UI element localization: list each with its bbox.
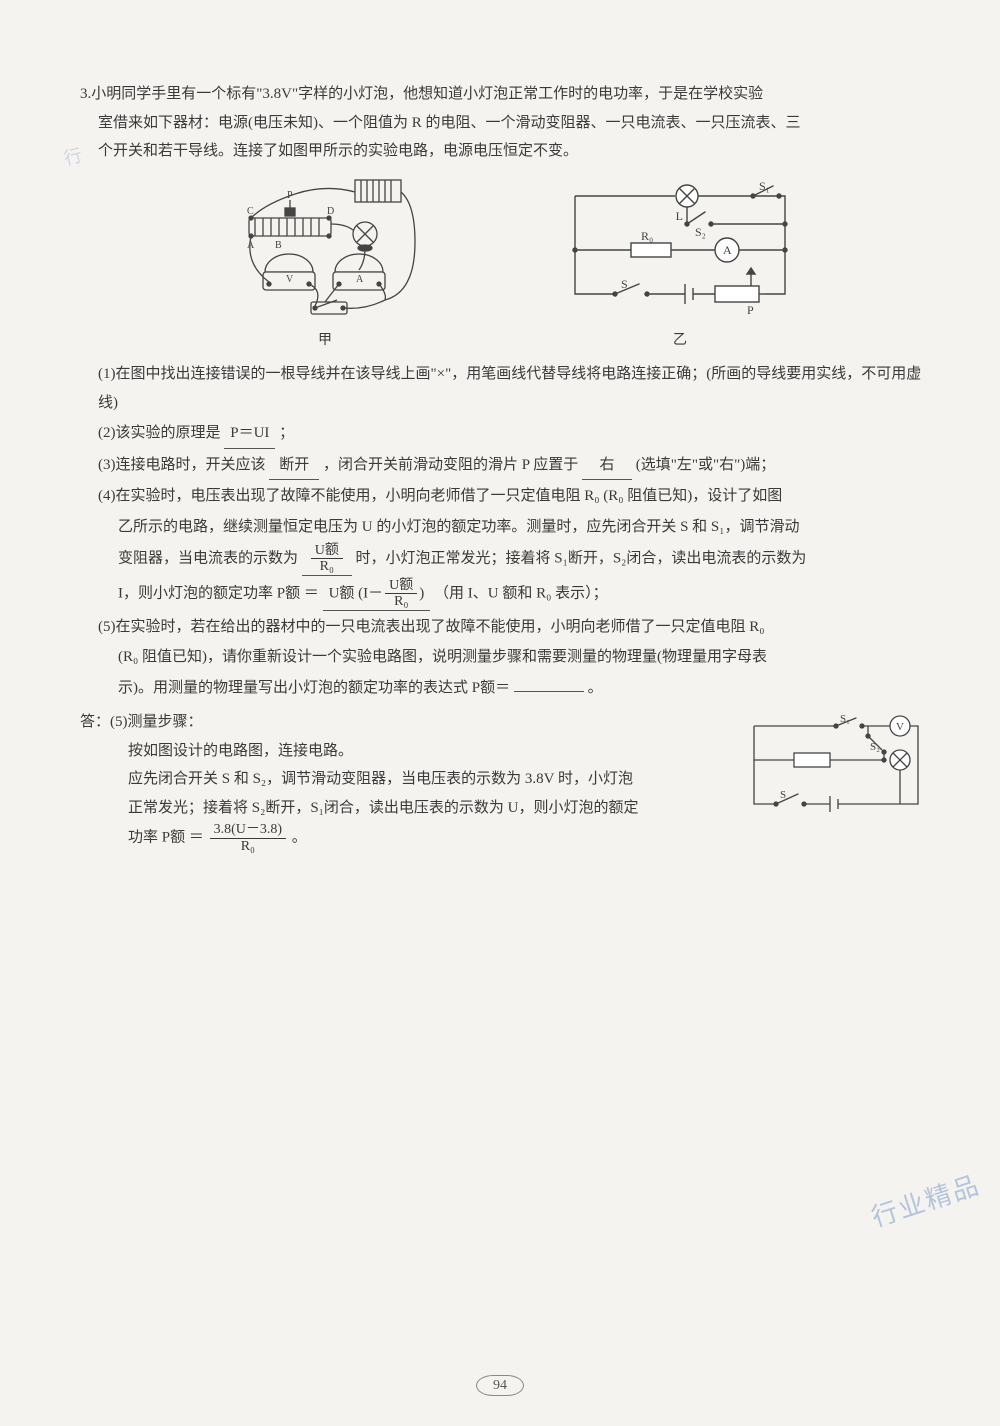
answer-l4-pre: 功率 P额 ＝ (128, 829, 204, 845)
label-S1: S₁ (759, 179, 770, 193)
answer-l4-frac: 3.8(U－3.8) R₀ (210, 822, 286, 854)
part-5c: 示)。用测量的物理量写出小灯泡的额定功率的表达式 P额＝ 。 (118, 674, 940, 703)
circuit-jia-svg: C D P A B V A (215, 174, 435, 324)
label-R0: R₀ (641, 229, 653, 243)
label-P: P (287, 190, 293, 201)
p3-mid: ，闭合开关前滑动变阻的滑片 P 应置于 (323, 457, 578, 473)
p3-blank2: 右 (582, 451, 632, 481)
p4c-frac-den: R₀ (316, 559, 338, 574)
ans-label-V: V (896, 721, 904, 733)
p2-post: ； (279, 425, 294, 441)
label-S: S (621, 277, 628, 291)
question-stem: 3.小明同学手里有一个标有"3.8V"字样的小灯泡，他想知道小灯泡正常工作时的电… (80, 80, 940, 109)
p3-blank1: 断开 (269, 451, 319, 481)
circuit-yi-svg: L S₁ S₂ R₀ A S P (555, 174, 805, 324)
diagram-row: C D P A B V A 甲 (80, 174, 940, 355)
p5c-post: 。 (588, 680, 603, 696)
label-V: V (286, 274, 294, 285)
p3-post: (选填"左"或"右")端； (636, 457, 775, 473)
p3-pre: (3)连接电路时，开关应该 (98, 457, 266, 473)
part-4b: 乙所示的电路，继续测量恒定电压为 U 的小灯泡的额定功率。测量时，应先闭合开关 … (118, 513, 940, 542)
answer-l4-den: R₀ (237, 839, 259, 854)
label-A: A (723, 243, 732, 257)
label-B: B (275, 240, 282, 251)
part-2: (2)该实验的原理是 P＝UI ； (98, 419, 940, 449)
p2-blank: P＝UI (224, 419, 275, 449)
watermark-small: 行 (60, 138, 86, 176)
p4d-blank: U额 (I－ U额 R₀ ) (323, 578, 431, 611)
diagram-yi: L S₁ S₂ R₀ A S P 乙 (555, 174, 805, 355)
part-3: (3)连接电路时，开关应该 断开 ，闭合开关前滑动变阻的滑片 P 应置于 右 (… (98, 451, 940, 481)
ans-label-S2: S₂ (870, 741, 880, 753)
ans-label-S: S (780, 789, 786, 801)
part-4d: I，则小灯泡的额定功率 P额 ＝ U额 (I－ U额 R₀ ) （用 I、U 额… (118, 578, 940, 611)
part-5b: (R₀ 阻值已知)，请你重新设计一个实验电路图，说明测量步骤和需要测量的物理量(… (118, 643, 940, 672)
label-D: D (327, 206, 334, 217)
stem-line1: 小明同学手里有一个标有"3.8V"字样的小灯泡，他想知道小灯泡正常工作时的电功率… (91, 86, 763, 102)
page-number-container: 94 (476, 1371, 524, 1400)
label-A: A (247, 240, 255, 251)
answer-l4-post: 。 (292, 829, 307, 845)
p4d-ans-post: ) (419, 585, 424, 601)
answer-block: S₁ S₂ V S 答：(5)测量步骤： 按如图设计的电路图，连接电路。 应先闭… (80, 708, 940, 854)
p2-pre: (2)该实验的原理是 (98, 425, 221, 441)
p4c-blank: U额 R₀ (302, 543, 352, 576)
part-1: (1)在图中找出连接错误的一根导线并在该导线上画"×"，用笔画线代替导线将电路连… (98, 360, 940, 417)
diagram-jia: C D P A B V A 甲 (215, 174, 435, 355)
part-4c: 变阻器，当电流表的示数为 U额 R₀ 时，小灯泡正常发光；接着将 S₁断开，S₂… (118, 543, 940, 576)
answer-l4-num: 3.8(U－3.8) (210, 822, 286, 838)
ans-label-S1: S₁ (840, 713, 850, 725)
p4c-mid: 时，小灯泡正常发光；接着将 S₁断开，S₂闭合，读出电流表的示数为 (356, 550, 807, 566)
label-C: C (247, 206, 254, 217)
diagram-jia-label: 甲 (215, 328, 435, 355)
stem-line3: 个开关和若干导线。连接了如图甲所示的实验电路，电源电压恒定不变。 (98, 137, 940, 166)
answer-circuit-svg: S₁ S₂ V S (740, 712, 930, 822)
p4d-tail: （用 I、U 额和 R₀ 表示）； (434, 585, 608, 601)
p4d-ans-pre: U额 (I－ (329, 585, 384, 601)
p5c-pre: 示)。用测量的物理量写出小灯泡的额定功率的表达式 P额＝ (118, 680, 510, 696)
p5c-blank (514, 675, 584, 692)
answer-circuit: S₁ S₂ V S (740, 712, 930, 833)
p4d-frac-num: U额 (385, 578, 417, 594)
label-S2: S₂ (695, 225, 706, 239)
p4c-frac-num: U额 (311, 543, 343, 559)
p4d-frac: U额 R₀ (385, 578, 417, 610)
p4c-frac: U额 R₀ (311, 543, 343, 575)
p4c-pre: 变阻器，当电流表的示数为 (118, 550, 298, 566)
page-number: 94 (476, 1375, 524, 1396)
question-number: 3. (80, 86, 91, 102)
p4d-pre: I，则小灯泡的额定功率 P额 ＝ (118, 585, 319, 601)
part-5a: (5)在实验时，若在给出的器材中的一只电流表出现了故障不能使用，小明向老师借了一… (98, 613, 940, 642)
stem-line2: 室借来如下器材：电源(电压未知)、一个阻值为 R 的电阻、一个滑动变阻器、一只电… (98, 109, 940, 138)
label-P: P (747, 303, 754, 317)
watermark: 行业精品 (865, 1161, 987, 1243)
label-L: L (676, 209, 683, 223)
label-Amp: A (356, 274, 364, 285)
diagram-yi-label: 乙 (555, 328, 805, 355)
p4d-frac-den: R₀ (390, 594, 412, 609)
part-4a: (4)在实验时，电压表出现了故障不能使用，小明向老师借了一只定值电阻 R₀ (R… (98, 482, 940, 511)
